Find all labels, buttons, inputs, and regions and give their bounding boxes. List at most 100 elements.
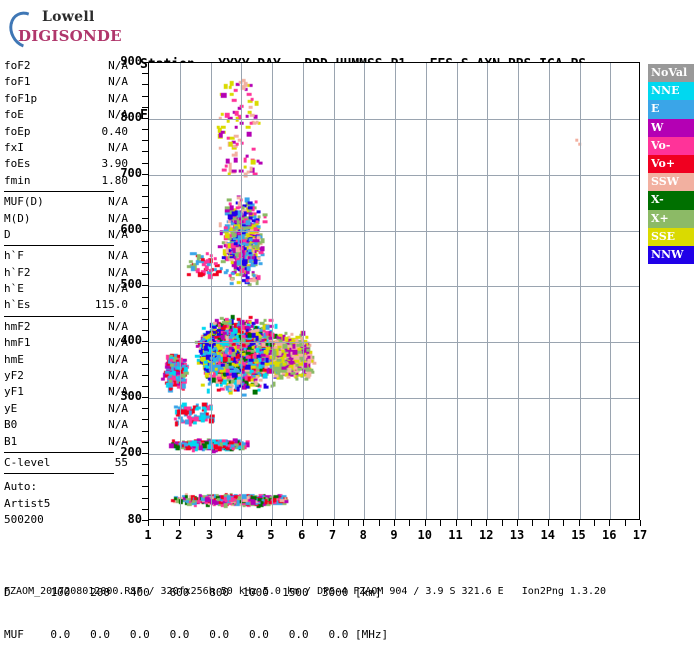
gridline-vertical bbox=[425, 63, 427, 519]
d-muf-table: D 100 200 400 600 800 1000 1500 3000 [km… bbox=[4, 558, 388, 670]
y-axis-minor-tick bbox=[142, 385, 148, 387]
y-axis-minor-tick bbox=[142, 374, 148, 376]
ionogram-scatter-canvas bbox=[149, 63, 639, 519]
param-value: N/A bbox=[108, 434, 128, 448]
x-axis-tick-label: 16 bbox=[602, 528, 617, 542]
x-axis-minor-tick bbox=[224, 520, 226, 526]
param-value: N/A bbox=[108, 108, 128, 122]
x-axis-minor-tick bbox=[394, 520, 395, 526]
y-axis-minor-tick bbox=[142, 73, 148, 75]
gridline-horizontal bbox=[149, 453, 639, 455]
y-axis-tick-label: 80 bbox=[127, 512, 142, 526]
x-axis-minor-tick bbox=[532, 520, 534, 526]
param-key: hmF1 bbox=[4, 336, 31, 350]
d-row: D 100 200 400 600 800 1000 1500 3000 [km… bbox=[4, 586, 382, 599]
ionogram-page: Lowell DIGISONDE Station YYYY DAY DDD HH… bbox=[2, 5, 694, 641]
y-axis-minor-tick bbox=[142, 318, 148, 320]
gridline-vertical bbox=[548, 63, 550, 519]
param-key: MUF(D) bbox=[4, 195, 44, 209]
y-axis-minor-tick bbox=[142, 84, 148, 86]
gridline-vertical bbox=[272, 63, 273, 519]
x-axis-minor-tick bbox=[347, 520, 349, 526]
parameter-panel: foF2 N/A foF1 N/A foF1p N/A foE N/A foEp 0.40 fxI N… bbox=[4, 58, 128, 529]
param-row-fof1p: foF1p N/A bbox=[4, 91, 128, 107]
y-axis-minor-tick bbox=[142, 117, 148, 119]
direction-legend: NoVal NNE E W Vo- Vo+ SSW X- X+ SSE NNW bbox=[648, 64, 694, 265]
param-key: h`F2 bbox=[4, 265, 31, 279]
legend-item-noval[interactable]: NoVal bbox=[648, 64, 694, 83]
param-value: N/A bbox=[108, 401, 128, 415]
legend-item-w[interactable]: W bbox=[648, 118, 694, 137]
gridline-horizontal bbox=[149, 174, 639, 176]
y-axis-minor-tick bbox=[142, 397, 148, 399]
gridline-vertical bbox=[179, 63, 181, 519]
legend-item-e[interactable]: E bbox=[648, 100, 694, 119]
panel-divider bbox=[4, 473, 114, 475]
y-axis-minor-tick bbox=[142, 285, 148, 287]
gridline-horizontal bbox=[149, 118, 639, 120]
legend-item-ssw[interactable]: SSW bbox=[648, 173, 694, 192]
legend-item-vo[interactable]: Vo- bbox=[648, 136, 694, 155]
y-axis-minor-tick bbox=[142, 196, 148, 198]
x-axis-tick-label: 17 bbox=[632, 528, 648, 542]
x-axis-tick-label: 6 bbox=[298, 528, 306, 542]
gridline-vertical bbox=[487, 63, 489, 519]
param-key: foF1 bbox=[4, 75, 31, 89]
param-row-clevel: C-level 55 bbox=[4, 455, 128, 471]
x-axis-minor-tick bbox=[609, 520, 611, 526]
param-row-fof1: foF1 N/A bbox=[4, 74, 128, 90]
param-row-b1: B1 N/A bbox=[4, 434, 128, 450]
param-row-mufd: MUF(D) N/A bbox=[4, 194, 128, 210]
param-key: foEp bbox=[4, 124, 31, 138]
x-axis-minor-tick bbox=[363, 520, 365, 526]
param-row-foep: foEp 0.40 bbox=[4, 124, 128, 140]
y-axis-minor-tick bbox=[142, 430, 148, 432]
x-axis-minor-tick bbox=[148, 520, 149, 526]
gridline-vertical bbox=[302, 63, 304, 519]
param-key: D bbox=[4, 227, 11, 241]
x-axis-minor-tick bbox=[163, 520, 165, 526]
param-value: 115.0 bbox=[94, 298, 128, 312]
param-value: N/A bbox=[108, 59, 128, 72]
param-key: fxI bbox=[4, 140, 24, 154]
legend-item-nnw[interactable]: NNW bbox=[648, 245, 694, 265]
param-value: N/A bbox=[108, 385, 128, 399]
y-axis-tick-label: 900 bbox=[120, 54, 142, 68]
x-axis-minor-tick bbox=[255, 520, 257, 526]
x-axis-minor-tick bbox=[378, 520, 380, 526]
y-axis-minor-tick bbox=[142, 307, 148, 309]
param-value: N/A bbox=[108, 249, 128, 263]
x-axis-tick-label: 3 bbox=[205, 528, 214, 542]
ionogram-plot[interactable] bbox=[148, 62, 640, 520]
auto-line-2: 500200 bbox=[4, 513, 44, 527]
x-axis-tick-label: 1 bbox=[144, 528, 152, 542]
auto-line-1: Artist5 bbox=[4, 496, 51, 510]
y-axis-minor-tick bbox=[142, 520, 148, 521]
param-row-yf1: yF1 N/A bbox=[4, 384, 128, 400]
x-axis-tick-label: 8 bbox=[359, 528, 367, 542]
gridline-horizontal bbox=[149, 286, 639, 288]
y-axis-minor-tick bbox=[142, 184, 148, 186]
legend-item-sse[interactable]: SSE bbox=[648, 227, 694, 246]
gridline-vertical bbox=[210, 63, 212, 519]
param-key: M(D) bbox=[4, 211, 31, 225]
param-value: N/A bbox=[108, 195, 128, 209]
gridline-vertical bbox=[364, 63, 366, 519]
y-axis-minor-tick bbox=[142, 129, 148, 131]
y-axis-minor-tick bbox=[142, 508, 148, 510]
param-row-hmf2: hmF2 N/A bbox=[4, 319, 128, 335]
legend-item-x[interactable]: X- bbox=[648, 191, 694, 210]
legend-item-x[interactable]: X+ bbox=[648, 209, 694, 228]
param-key: foEs bbox=[4, 157, 31, 171]
y-axis-minor-tick bbox=[142, 140, 148, 142]
x-axis-minor-tick bbox=[409, 520, 411, 526]
param-row-d: D N/A bbox=[4, 227, 128, 243]
gridline-horizontal bbox=[149, 342, 639, 344]
param-row-fof2: foF2 N/A bbox=[4, 58, 128, 74]
gridline-horizontal bbox=[149, 398, 639, 400]
legend-item-nne[interactable]: NNE bbox=[648, 82, 694, 101]
param-value: N/A bbox=[108, 75, 128, 89]
lowell-digisonde-logo: Lowell DIGISONDE bbox=[2, 5, 128, 55]
legend-item-vo[interactable]: Vo+ bbox=[648, 154, 694, 174]
y-axis-minor-tick bbox=[142, 441, 148, 443]
